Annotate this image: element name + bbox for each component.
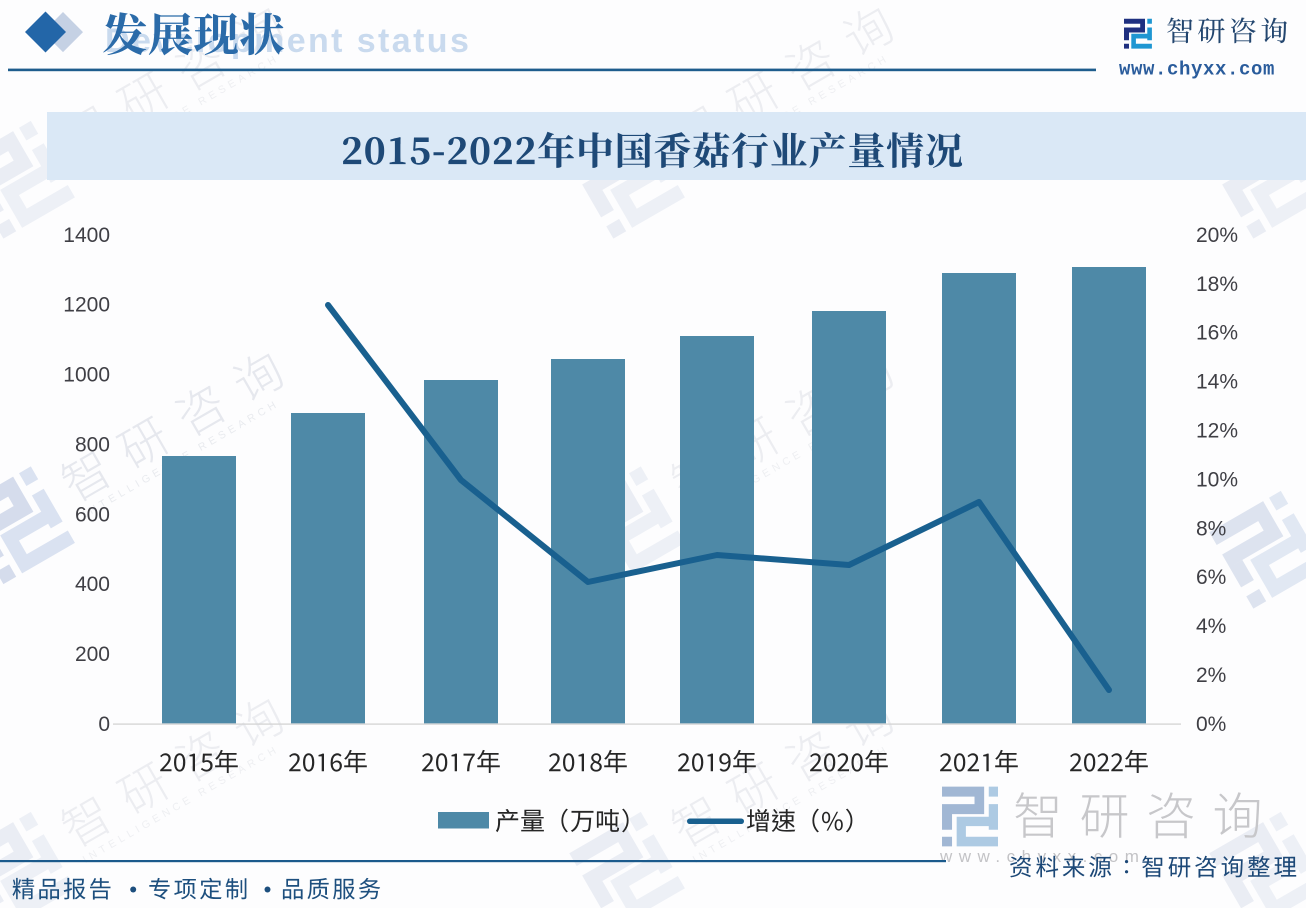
- svg-text:4%: 4%: [1196, 615, 1226, 638]
- svg-text:2%: 2%: [1196, 664, 1226, 687]
- svg-text:12%: 12%: [1196, 420, 1238, 443]
- svg-text:600: 600: [75, 503, 110, 526]
- svg-text:0: 0: [98, 713, 110, 736]
- svg-text:www.chyxx.com: www.chyxx.com: [939, 847, 1145, 866]
- svg-text:1000: 1000: [63, 364, 110, 387]
- svg-text:400: 400: [75, 573, 110, 596]
- svg-text:20%: 20%: [1196, 224, 1238, 247]
- svg-text:14%: 14%: [1196, 371, 1238, 394]
- svg-text:6%: 6%: [1196, 566, 1226, 589]
- svg-text:16%: 16%: [1196, 322, 1238, 345]
- svg-text:18%: 18%: [1196, 273, 1238, 296]
- svg-text:www.chyxx.com: www.chyxx.com: [1119, 59, 1275, 81]
- svg-text:1200: 1200: [63, 294, 110, 317]
- svg-text:0%: 0%: [1196, 713, 1226, 736]
- svg-text:8%: 8%: [1196, 517, 1226, 540]
- svg-text:800: 800: [75, 434, 110, 457]
- svg-text:1400: 1400: [63, 224, 110, 247]
- svg-text:INTELLIGENCE RESEARCH: INTELLIGENCE RESEARCH: [81, 743, 282, 866]
- svg-text:200: 200: [75, 643, 110, 666]
- svg-text:10%: 10%: [1196, 468, 1238, 491]
